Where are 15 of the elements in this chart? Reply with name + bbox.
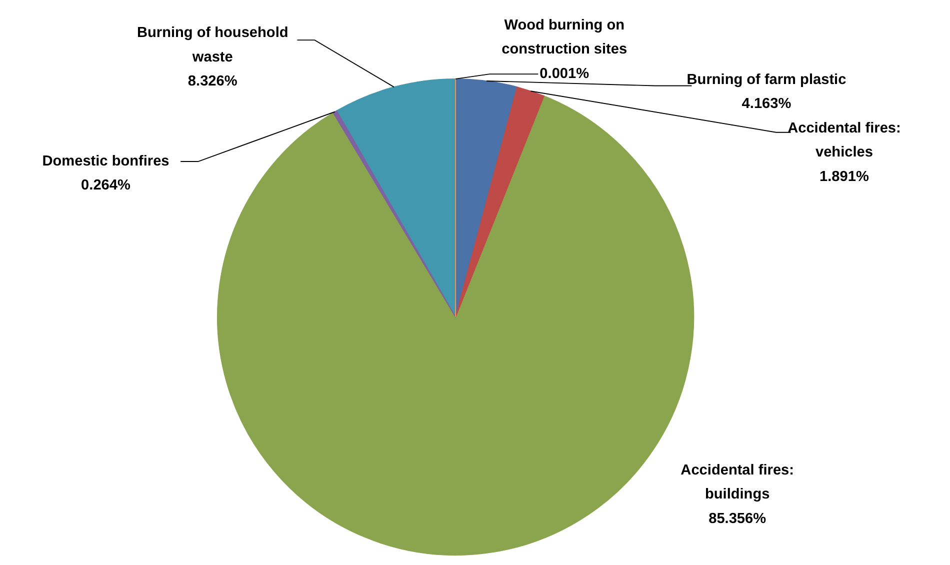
slice-label: Wood burning on construction sites: [502, 17, 628, 58]
data-label: 85.356%: [708, 510, 766, 527]
data-label: 8.326%: [188, 74, 238, 90]
slice-label: Accidental fires: vehicles: [788, 120, 901, 161]
pie-slice: [332, 110, 456, 318]
data-label: 0.264%: [81, 178, 131, 194]
data-label: 1.891%: [820, 168, 869, 185]
slice-label: Burning of household waste: [137, 25, 288, 66]
data-label: 0.001%: [540, 66, 590, 82]
data-label: 4.163%: [742, 96, 792, 112]
pie-slice: [455, 86, 544, 318]
slice-label: Accidental fires: buildings: [680, 462, 794, 503]
slice-label: Domestic bonfires: [42, 153, 170, 170]
pie-slice: [336, 78, 456, 318]
slice-label: Burning of farm plastic: [686, 72, 846, 88]
